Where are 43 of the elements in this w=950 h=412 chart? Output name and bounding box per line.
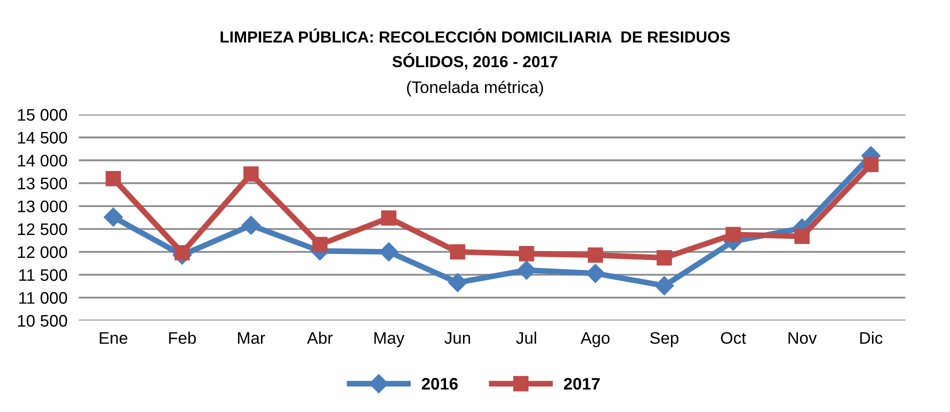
y-tick-label: 15 000: [18, 108, 68, 121]
point: [863, 156, 879, 172]
x-tick-label: Sep: [650, 332, 678, 348]
x-tick-label: Oct: [720, 332, 746, 344]
y-tick-label: 14 000: [18, 154, 68, 167]
point: [654, 276, 674, 296]
x-tick-label: Jul: [516, 332, 536, 344]
point: [517, 260, 536, 280]
point: [448, 273, 468, 292]
point: [656, 250, 672, 266]
y-tick-label: 12 000: [18, 246, 68, 258]
y-tick-label: 11 000: [19, 292, 68, 304]
legend-label: 2016: [422, 378, 458, 390]
point: [104, 208, 123, 227]
point: [586, 264, 605, 283]
y-tick-label: 10 500: [18, 314, 68, 327]
point: [242, 216, 261, 235]
point: [106, 170, 121, 186]
x-tick-label: Feb: [169, 332, 196, 344]
x-tick-label: Dic: [860, 332, 883, 344]
point: [243, 166, 259, 182]
point: [726, 226, 741, 242]
x-tick-label: Abr: [306, 332, 333, 344]
chart-subtitle: (Tonelada métrica): [407, 80, 543, 96]
y-tick-label: 11 500: [19, 269, 68, 281]
x-tick-label: Ene: [100, 332, 128, 344]
y-tick-label: 13 000: [18, 200, 68, 212]
x-tick-label: May: [374, 332, 404, 348]
point: [518, 246, 534, 262]
point: [588, 247, 604, 263]
chart-title: LIMPIEZA PÚBLICA: RECOLECCIÓN DOMICILIARIA DE RESIDUOS SÓLIDOS, 2016 - 2017: [220, 28, 730, 70]
y-tick-label: 14 500: [18, 132, 68, 144]
x-tick-label: Mar: [238, 332, 266, 344]
y-tick-label: 13 500: [18, 178, 68, 190]
point: [381, 210, 396, 226]
legend-label: 2017: [564, 378, 600, 390]
x-tick-label: Jun: [444, 332, 470, 344]
x-tick-label: Nov: [788, 332, 817, 344]
point: [794, 228, 810, 244]
point: [450, 244, 466, 260]
y-tick-label: 12 500: [18, 223, 68, 236]
point: [312, 236, 328, 252]
x-tick-label: Ago: [580, 332, 610, 348]
